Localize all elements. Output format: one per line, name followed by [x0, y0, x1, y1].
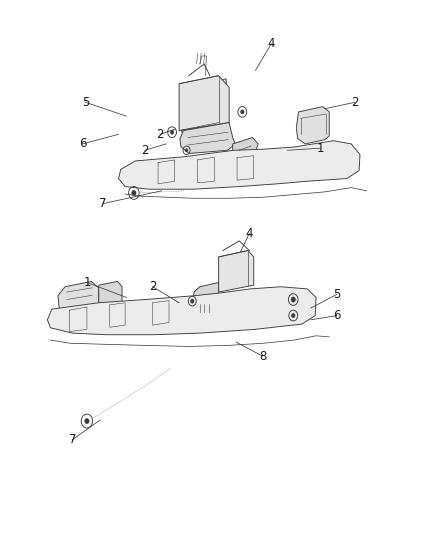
Polygon shape [99, 281, 122, 316]
Text: 2: 2 [350, 96, 358, 109]
Polygon shape [218, 251, 253, 292]
Circle shape [291, 313, 294, 318]
Text: 1: 1 [83, 276, 91, 289]
Polygon shape [194, 96, 223, 124]
Polygon shape [184, 85, 223, 102]
Polygon shape [232, 138, 258, 160]
Circle shape [190, 299, 194, 303]
Text: 5: 5 [82, 96, 89, 109]
Text: 2: 2 [156, 128, 164, 141]
Circle shape [290, 297, 295, 302]
Circle shape [131, 190, 136, 196]
Polygon shape [296, 107, 328, 144]
Polygon shape [58, 281, 99, 316]
Circle shape [240, 110, 244, 114]
Text: 5: 5 [333, 288, 340, 301]
Circle shape [185, 149, 187, 152]
Text: 4: 4 [267, 37, 275, 50]
Polygon shape [47, 287, 315, 335]
Text: 2: 2 [141, 144, 148, 157]
Text: 7: 7 [68, 433, 76, 446]
Text: 7: 7 [99, 197, 107, 210]
Circle shape [85, 418, 89, 424]
Polygon shape [193, 282, 218, 310]
Polygon shape [179, 76, 229, 131]
Text: 2: 2 [148, 280, 156, 293]
Text: 6: 6 [332, 309, 340, 322]
Text: 6: 6 [78, 138, 86, 150]
Polygon shape [180, 123, 235, 154]
Text: 8: 8 [258, 350, 265, 362]
Text: 1: 1 [316, 142, 324, 155]
Polygon shape [184, 92, 194, 124]
Text: 4: 4 [245, 227, 253, 240]
Polygon shape [181, 79, 227, 132]
Circle shape [170, 130, 173, 134]
Polygon shape [118, 141, 359, 189]
